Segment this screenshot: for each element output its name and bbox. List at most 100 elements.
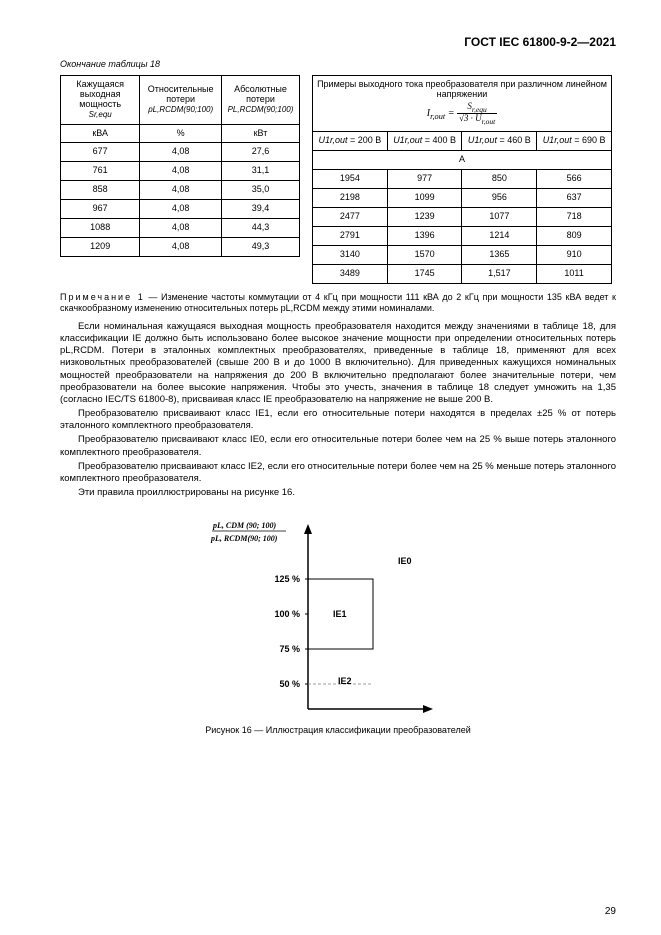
table-cell: 3489 bbox=[313, 264, 388, 283]
table-cell: 35,0 bbox=[221, 181, 299, 200]
svg-text:100 %: 100 % bbox=[274, 609, 300, 619]
standard-code: ГОСТ IEC 61800-9-2—2021 bbox=[60, 35, 616, 49]
para-1: Если номинальная кажущаяся выходная мощн… bbox=[60, 321, 616, 406]
table-cell: 4,08 bbox=[140, 237, 222, 256]
right-col-header: U1r,out = 460 В bbox=[462, 132, 537, 151]
svg-text:IE1: IE1 bbox=[333, 609, 347, 619]
table-cell: 718 bbox=[537, 207, 612, 226]
table-row: 9674,0839,4 bbox=[61, 200, 300, 219]
table-cell: 1011 bbox=[537, 264, 612, 283]
table-row: 1954977850566 bbox=[313, 170, 612, 189]
left-th-3: Абсолютные потери PL,RCDM(90;100) bbox=[221, 76, 299, 125]
note-block: Примечание 1 — Изменение частоты коммута… bbox=[60, 292, 616, 315]
svg-text:50 %: 50 % bbox=[279, 679, 300, 689]
table-cell: 4,08 bbox=[140, 219, 222, 238]
table-row: 348917451,5171011 bbox=[313, 264, 612, 283]
page-number: 29 bbox=[605, 906, 616, 917]
table-cell: 1239 bbox=[387, 207, 462, 226]
svg-text:75 %: 75 % bbox=[279, 644, 300, 654]
table-cell: 967 bbox=[61, 200, 140, 219]
para-3: Преобразователю присваивают класс IE0, е… bbox=[60, 434, 616, 458]
table-cell: 31,1 bbox=[221, 162, 299, 181]
table-cell: 2791 bbox=[313, 226, 388, 245]
formula-icon: Ir,out = Sr,equ√3 · Ur,out bbox=[316, 100, 608, 128]
table-cell: 1077 bbox=[462, 207, 537, 226]
table-cell: 809 bbox=[537, 226, 612, 245]
svg-text:125 %: 125 % bbox=[274, 574, 300, 584]
table-cell: 956 bbox=[462, 189, 537, 208]
table-cell: 850 bbox=[462, 170, 537, 189]
right-col-header: U1r,out = 690 В bbox=[537, 132, 612, 151]
table-cell: 677 bbox=[61, 143, 140, 162]
left-th-3-text: Абсолютные потери bbox=[234, 84, 287, 104]
table-cell: 858 bbox=[61, 181, 140, 200]
table-cell: 49,3 bbox=[221, 237, 299, 256]
left-unit-1: кВА bbox=[61, 124, 140, 143]
left-table: Кажущаяся выходная мощность Sr,equ Относ… bbox=[60, 75, 300, 257]
table-row: 247712391077718 bbox=[313, 207, 612, 226]
left-unit-3: кВт bbox=[221, 124, 299, 143]
svg-text:pL, RCDM(90; 100): pL, RCDM(90; 100) bbox=[210, 534, 278, 543]
figure-caption: Рисунок 16 — Иллюстрация классификации п… bbox=[60, 725, 616, 735]
page-container: ГОСТ IEC 61800-9-2—2021 Окончание таблиц… bbox=[0, 0, 661, 935]
left-th-1-sub: Sr,equ bbox=[89, 110, 112, 119]
table-cell: 910 bbox=[537, 245, 612, 264]
table-cell: 1088 bbox=[61, 219, 140, 238]
table-row: 12094,0849,3 bbox=[61, 237, 300, 256]
tables-row: Кажущаяся выходная мощность Sr,equ Относ… bbox=[60, 75, 616, 284]
table-cell: 27,6 bbox=[221, 143, 299, 162]
table-cell: 2477 bbox=[313, 207, 388, 226]
left-th-2-text: Относительные потери bbox=[148, 84, 214, 104]
para-2: Преобразователю присваивают класс IE1, е… bbox=[60, 408, 616, 432]
table-row: 314015701365910 bbox=[313, 245, 612, 264]
table-cell: 1099 bbox=[387, 189, 462, 208]
table-cell: 4,08 bbox=[140, 143, 222, 162]
left-th-2-sub: pL,RCDM(90;100) bbox=[148, 105, 213, 114]
table-row: 279113961214809 bbox=[313, 226, 612, 245]
table-cell: 39,4 bbox=[221, 200, 299, 219]
left-th-2: Относительные потери pL,RCDM(90;100) bbox=[140, 76, 222, 125]
table-cell: 1365 bbox=[462, 245, 537, 264]
table-cell: 566 bbox=[537, 170, 612, 189]
left-th-1-text: Кажущаяся выходная мощность bbox=[76, 79, 124, 109]
body-text: Если номинальная кажущаяся выходная мощн… bbox=[60, 321, 616, 499]
table-cell: 4,08 bbox=[140, 200, 222, 219]
table-cell: 1954 bbox=[313, 170, 388, 189]
right-col-header: U1r,out = 400 В bbox=[387, 132, 462, 151]
table-cell: 3140 bbox=[313, 245, 388, 264]
table-cell: 2198 bbox=[313, 189, 388, 208]
right-unit: А bbox=[313, 151, 612, 170]
right-col-header: U1r,out = 200 В bbox=[313, 132, 388, 151]
right-title-text: Примеры выходного тока преобразователя п… bbox=[317, 79, 607, 99]
para-5: Эти правила проиллюстрированы на рисунке… bbox=[60, 487, 616, 499]
left-th-1: Кажущаяся выходная мощность Sr,equ bbox=[61, 76, 140, 125]
table-cell: 1209 bbox=[61, 237, 140, 256]
note-lead: Примечание 1 bbox=[60, 292, 145, 302]
table-row: 6774,0827,6 bbox=[61, 143, 300, 162]
table-cell: 1570 bbox=[387, 245, 462, 264]
right-table: Примеры выходного тока преобразователя п… bbox=[312, 75, 612, 284]
svg-text:IE2: IE2 bbox=[338, 676, 352, 686]
figure-16: 125 % 100 % 75 % 50 % IE0 IE1 IE2 pL, CDM (90; … bbox=[60, 514, 616, 719]
svg-text:pL, CDM (90; 100): pL, CDM (90; 100) bbox=[212, 521, 276, 530]
svg-text:IE0: IE0 bbox=[398, 556, 412, 566]
table-cell: 4,08 bbox=[140, 162, 222, 181]
table-cell: 4,08 bbox=[140, 181, 222, 200]
left-th-3-sub: PL,RCDM(90;100) bbox=[228, 105, 294, 114]
para-4: Преобразователю присваивают класс IE2, е… bbox=[60, 461, 616, 485]
table-cell: 1396 bbox=[387, 226, 462, 245]
table-cell: 44,3 bbox=[221, 219, 299, 238]
table-cell: 977 bbox=[387, 170, 462, 189]
figure-svg: 125 % 100 % 75 % 50 % IE0 IE1 IE2 pL, CDM (90; … bbox=[208, 514, 468, 719]
table-cell: 1745 bbox=[387, 264, 462, 283]
table-cell: 637 bbox=[537, 189, 612, 208]
table-continuation-label: Окончание таблицы 18 bbox=[60, 59, 616, 69]
right-title: Примеры выходного тока преобразователя п… bbox=[313, 76, 612, 132]
table-row: 8584,0835,0 bbox=[61, 181, 300, 200]
table-row: 21981099956637 bbox=[313, 189, 612, 208]
table-row: 10884,0844,3 bbox=[61, 219, 300, 238]
table-cell: 1,517 bbox=[462, 264, 537, 283]
table-row: 7614,0831,1 bbox=[61, 162, 300, 181]
table-cell: 1214 bbox=[462, 226, 537, 245]
table-cell: 761 bbox=[61, 162, 140, 181]
